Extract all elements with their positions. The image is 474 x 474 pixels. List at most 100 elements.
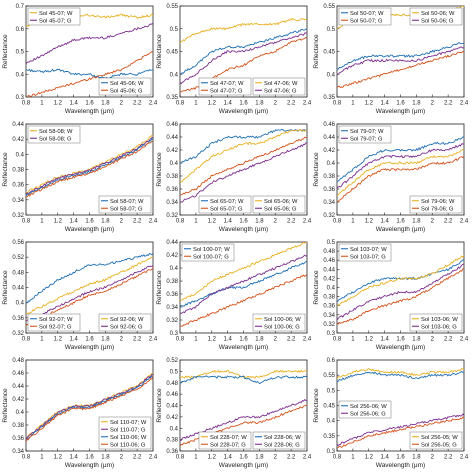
x-tick-label: 2.4	[149, 101, 158, 107]
legend-entry: Sol 45-07; W	[39, 11, 73, 17]
series-line	[26, 136, 153, 195]
x-tick-label: 1.6	[85, 101, 94, 107]
y-tick-label: 0.7	[16, 4, 25, 10]
series-line	[26, 51, 153, 97]
series-line	[337, 416, 464, 449]
x-tick-label: 1.4	[69, 101, 78, 107]
y-tick-label: 0.38	[166, 174, 178, 180]
x-tick-label: 1.2	[208, 219, 217, 225]
legend-entry: Sol 228-06; G	[264, 442, 300, 448]
series-line	[337, 42, 464, 70]
legend-entry: Sol 110-07; G	[110, 427, 146, 433]
x-tick-label: 2	[431, 337, 435, 343]
legend-entry: Sol 92-07; G	[39, 324, 72, 330]
chart-panel-6: 0.8 1 1.2 1.4 1.6 1.8 2 2.2 2.4 0.32 0.34 0.36 0.38 0…	[313, 122, 469, 233]
y-tick-label: 0.44	[12, 286, 24, 292]
y-tick-label: 0.4	[170, 72, 179, 78]
y-tick-label: 0.4	[327, 72, 336, 78]
series-line	[337, 367, 464, 380]
x-tick-label: 0.8	[333, 337, 342, 343]
x-tick-label: 1.2	[365, 337, 374, 343]
legend-box	[252, 195, 306, 214]
legend-box	[98, 416, 152, 450]
legend-box	[27, 125, 81, 144]
x-tick-label: 1.6	[239, 337, 248, 343]
x-tick-label: 1.6	[85, 219, 94, 225]
y-tick-label: 0.42	[323, 276, 335, 282]
x-tick-label: 1.8	[412, 337, 421, 343]
x-tick-label: 1	[351, 219, 355, 225]
x-tick-label: 0.8	[22, 337, 31, 343]
y-axis-label: Reflectance	[313, 152, 320, 187]
y-tick-label: 0.32	[166, 318, 178, 324]
series-line	[337, 268, 464, 325]
x-tick-label: 2	[120, 455, 124, 461]
legend-entry: Sol 65-06; W	[264, 199, 298, 205]
series-line	[180, 273, 307, 327]
y-tick-label: 0.32	[323, 213, 335, 219]
legend-entry: Sol 100-06; W	[264, 317, 301, 323]
x-tick-label: 2.4	[303, 455, 312, 461]
y-tick-label: 0.45	[323, 404, 335, 410]
y-tick-label: 0.34	[12, 449, 24, 455]
y-axis-label: Reflectance	[156, 270, 163, 305]
x-tick-label: 2.4	[149, 219, 158, 225]
y-tick-label: 0.46	[323, 122, 335, 128]
x-tick-label: 0.8	[333, 455, 342, 461]
y-tick-label: 0.55	[166, 4, 178, 10]
legend-box	[98, 77, 152, 96]
legend-box	[338, 400, 392, 419]
legend-entry: Sol 65-06; G	[264, 206, 297, 212]
legend-entry: Sol 256-06; W	[350, 404, 387, 410]
x-tick-label: 1.4	[223, 455, 232, 461]
x-tick-label: 1	[40, 101, 44, 107]
legend-entry: Sol 103-07; G	[350, 254, 386, 260]
legend-entry: Sol 79-07; G	[350, 136, 383, 142]
legend-entry: Sol 58-07; W	[110, 199, 144, 205]
y-tick-label: 0.35	[323, 95, 335, 101]
y-tick-label: 0.46	[323, 258, 335, 264]
x-tick-label: 1.6	[396, 101, 405, 107]
x-tick-label: 1	[351, 101, 355, 107]
x-tick-label: 1.6	[239, 219, 248, 225]
legend-entry: Sol 45-06; W	[110, 81, 144, 87]
legend-box	[409, 195, 463, 214]
x-tick-label: 0.8	[22, 101, 31, 107]
legend-entry: Sol 58-08; G	[39, 136, 72, 142]
x-axis-label: Wavelength (μm)	[376, 344, 425, 351]
series-line	[337, 155, 464, 203]
x-tick-label: 1.8	[412, 101, 421, 107]
chart-panel-4: 0.8 1 1.2 1.4 1.6 1.8 2 2.2 2.4 0.32 0.34 0.36 0.38 0…	[2, 122, 158, 233]
x-tick-label: 0.8	[22, 219, 31, 225]
y-tick-label: 0.34	[323, 200, 335, 206]
y-tick-label: 0.3	[327, 449, 336, 455]
series-line	[337, 149, 464, 197]
chart-panel-10: 0.8 1 1.2 1.4 1.6 1.8 2 2.2 2.4 0.34 0.36 0.38 0.4 0.…	[2, 358, 158, 469]
x-tick-label: 1.4	[380, 219, 389, 225]
series-line	[337, 255, 464, 307]
y-tick-label: 0.4	[327, 286, 336, 292]
x-tick-label: 1.8	[101, 455, 110, 461]
y-tick-label: 0.55	[323, 4, 335, 10]
legend-entry: Sol 110-06; G	[110, 442, 146, 448]
x-tick-label: 2.2	[444, 337, 453, 343]
y-tick-label: 0.35	[166, 95, 178, 101]
y-tick-label: 0.5	[327, 388, 336, 394]
y-tick-label: 0.3	[327, 331, 336, 337]
y-axis-label: Reflectance	[156, 152, 163, 187]
y-axis-label: Reflectance	[2, 270, 9, 305]
y-tick-label: 0.5	[170, 369, 179, 375]
x-tick-label: 1.8	[255, 337, 264, 343]
x-tick-label: 2.4	[460, 455, 469, 461]
chart-panel-12: 0.8 1 1.2 1.4 1.6 1.8 2 2.2 2.4 0.3 0.35 0.4 0.45 0.5…	[313, 358, 469, 469]
chart-panel-9: 0.8 1 1.2 1.4 1.6 1.8 2 2.2 2.4 0.3 0.32 0.34 0.36 0.…	[313, 240, 469, 351]
series-line	[26, 68, 153, 80]
